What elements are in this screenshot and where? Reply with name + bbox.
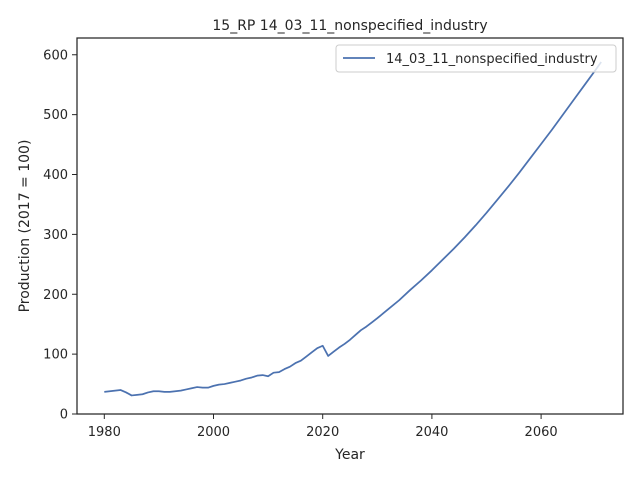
y-tick-label: 400	[43, 168, 68, 183]
legend: 14_03_11_nonspecified_industry	[335, 44, 617, 73]
plot-frame	[76, 37, 624, 415]
y-tick-label: 0	[60, 408, 68, 423]
y-axis-ticks: 0 100 200 300 400 500 600	[43, 48, 77, 423]
x-tick-label: 2020	[306, 425, 339, 440]
x-tick-label: 2040	[415, 425, 448, 440]
x-axis-ticks: 1980 2000 2020 2040 2060	[88, 414, 558, 440]
legend-box	[335, 44, 617, 73]
y-axis-label: Production (2017 = 100)	[17, 140, 33, 313]
legend-label: 14_03_11_nonspecified_industry	[386, 52, 598, 67]
x-tick-label: 1980	[88, 425, 121, 440]
series-layer	[104, 61, 602, 397]
y-tick-label: 600	[43, 48, 68, 63]
x-tick-label: 2000	[197, 425, 230, 440]
y-tick-label: 300	[43, 228, 68, 243]
y-tick-label: 500	[43, 108, 68, 123]
y-tick-label: 200	[43, 288, 68, 303]
x-axis-label: Year	[334, 447, 365, 463]
series-line-0	[104, 61, 602, 397]
y-tick-label: 100	[43, 348, 68, 363]
chart-title: 15_RP 14_03_11_nonspecified_industry	[212, 18, 487, 34]
x-tick-label: 2060	[525, 425, 558, 440]
